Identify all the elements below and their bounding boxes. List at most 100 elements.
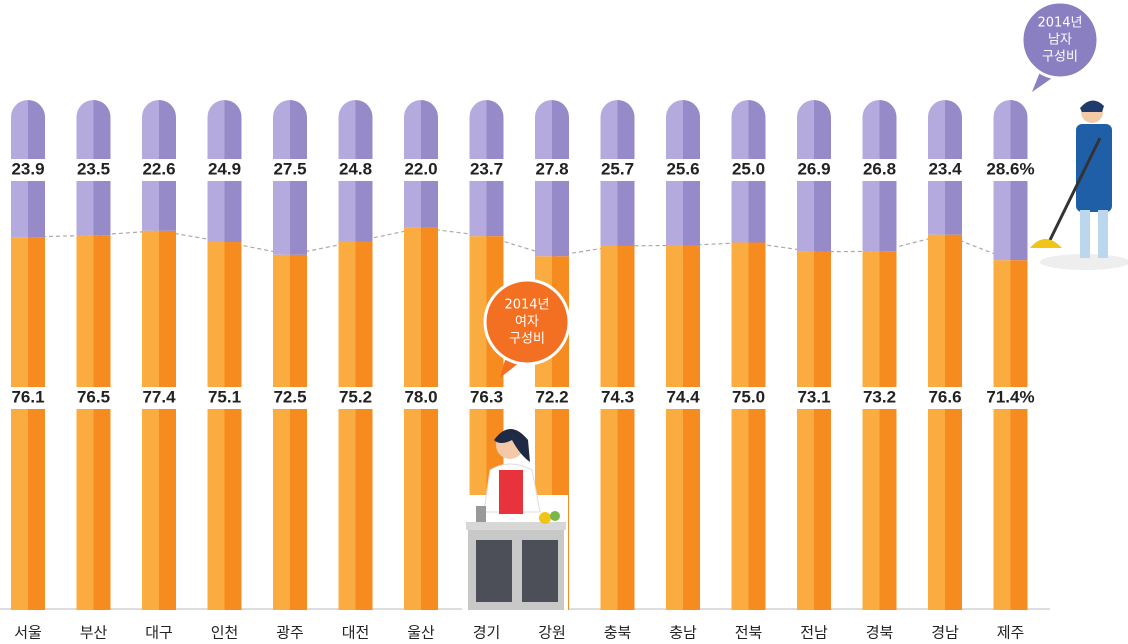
x-tick-label: 전남 xyxy=(800,624,828,642)
cook-illustration xyxy=(462,429,568,611)
label-bg xyxy=(724,387,773,409)
label-bg xyxy=(790,387,838,409)
bar-segment xyxy=(928,234,962,610)
x-tick-label: 울산 xyxy=(407,624,435,642)
value-label: 23.7 xyxy=(470,159,503,178)
x-tick-label: 제주 xyxy=(997,624,1025,642)
value-label: 23.5 xyxy=(77,159,110,178)
label-bg xyxy=(462,387,511,409)
bar-segment xyxy=(862,120,897,252)
value-label: 73.1 xyxy=(797,387,830,406)
bar-segment xyxy=(862,251,897,610)
x-tick-label: 경기 xyxy=(473,624,501,642)
value-label: 75.1 xyxy=(208,387,241,406)
bubble-text: 구성비 xyxy=(509,332,545,347)
label-bg xyxy=(855,387,904,409)
bubble-text: 2014년 xyxy=(504,298,549,313)
x-tick-label: 충남 xyxy=(669,624,697,642)
cleaner-illustration xyxy=(1030,100,1128,270)
bar-segment xyxy=(142,230,176,611)
label-bg xyxy=(69,387,118,409)
value-label: 28.6% xyxy=(986,159,1034,178)
label-bg xyxy=(4,159,52,181)
value-label: 76.6 xyxy=(928,387,961,406)
value-label: 23.4 xyxy=(928,159,962,178)
bar-segment xyxy=(11,237,45,611)
value-label: 24.8 xyxy=(339,159,372,178)
label-bg xyxy=(855,159,904,181)
split-line xyxy=(27,227,1011,261)
value-label: 71.4% xyxy=(986,387,1034,406)
bar-segment xyxy=(731,242,766,610)
bubble-text: 구성비 xyxy=(1042,50,1078,65)
label-bg xyxy=(528,159,576,181)
value-label: 74.4 xyxy=(666,387,700,406)
value-label: 25.0 xyxy=(732,159,765,178)
bar-segment xyxy=(273,254,307,610)
x-tick-label: 강원 xyxy=(538,624,566,642)
label-bg xyxy=(462,159,511,181)
x-tick-label: 부산 xyxy=(80,624,108,642)
label-bg xyxy=(986,387,1035,409)
x-tick-label: 경북 xyxy=(866,624,894,642)
bubble-text: 2014년 xyxy=(1037,16,1082,31)
label-bg xyxy=(724,159,773,181)
x-tick-label: 광주 xyxy=(276,624,304,642)
bar-segment xyxy=(797,251,831,610)
bar-segment xyxy=(535,120,569,257)
bar-segment xyxy=(207,242,242,610)
bar-segment xyxy=(404,227,438,611)
value-label: 75.2 xyxy=(339,387,372,406)
label-bg xyxy=(921,387,969,409)
value-label: 72.5 xyxy=(273,387,306,406)
label-bg xyxy=(331,159,380,181)
x-tick-label: 인천 xyxy=(211,624,239,642)
value-label: 76.3 xyxy=(470,387,503,406)
label-bg xyxy=(135,387,183,409)
x-tick-label: 전북 xyxy=(735,624,763,642)
bubble-text: 여자 xyxy=(515,315,539,330)
bubble xyxy=(483,278,571,366)
value-label: 77.4 xyxy=(142,387,176,406)
value-label: 23.9 xyxy=(11,159,44,178)
value-label: 73.2 xyxy=(863,387,896,406)
label-bg xyxy=(266,159,314,181)
value-label: 25.6 xyxy=(666,159,699,178)
value-label: 26.9 xyxy=(797,159,830,178)
label-bg xyxy=(200,387,249,409)
label-bg xyxy=(659,159,707,181)
x-tick-label: 충북 xyxy=(604,624,632,642)
value-label: 22.6 xyxy=(142,159,175,178)
value-label: 27.8 xyxy=(535,159,568,178)
label-bg xyxy=(790,159,838,181)
x-tick-label: 경남 xyxy=(931,624,959,642)
label-bg xyxy=(921,159,969,181)
value-label: 27.5 xyxy=(273,159,306,178)
value-label: 78.0 xyxy=(404,387,437,406)
bar-segment xyxy=(993,120,1028,261)
bar-segment xyxy=(993,260,1028,610)
label-bg xyxy=(331,387,380,409)
value-label: 22.0 xyxy=(404,159,437,178)
bar-segment xyxy=(600,120,635,246)
label-bg xyxy=(69,159,118,181)
value-label: 75.0 xyxy=(732,387,765,406)
bar-segment xyxy=(797,120,831,252)
label-bg xyxy=(397,159,445,181)
label-bg xyxy=(4,387,52,409)
bar-segment xyxy=(666,120,700,246)
label-bg xyxy=(135,159,183,181)
value-label: 24.9 xyxy=(208,159,241,178)
bar-segment xyxy=(207,120,242,243)
value-label: 72.2 xyxy=(535,387,568,406)
bar-segment xyxy=(273,120,307,255)
value-label: 25.7 xyxy=(601,159,634,178)
value-label: 76.5 xyxy=(77,387,110,406)
bar-segment xyxy=(338,241,373,610)
label-bg xyxy=(659,387,707,409)
x-tick-label: 대구 xyxy=(145,624,173,642)
x-tick-label: 대전 xyxy=(342,624,370,642)
value-label: 26.8 xyxy=(863,159,896,178)
label-bg xyxy=(266,387,314,409)
